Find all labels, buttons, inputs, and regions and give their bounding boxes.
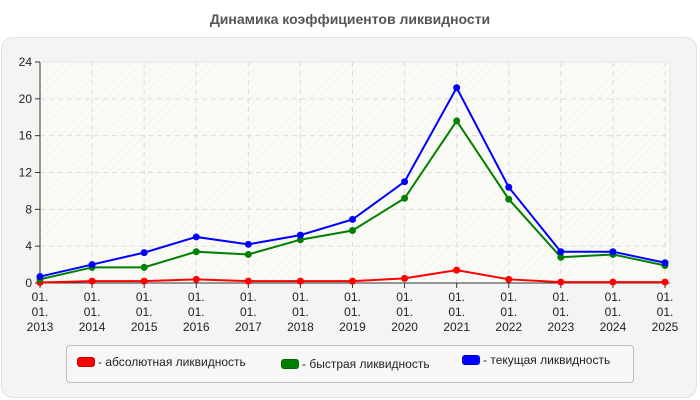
x-tick-label: 01.	[500, 305, 517, 319]
x-tick-label: 2018	[287, 320, 314, 334]
data-point	[349, 227, 356, 235]
data-point	[140, 263, 148, 271]
x-tick-label: 2014	[79, 320, 106, 334]
data-point	[453, 117, 461, 125]
x-tick-label: 2021	[443, 320, 470, 334]
x-tick-label: 01.	[188, 305, 205, 319]
x-tick-label: 01.	[136, 305, 153, 319]
y-tick-label: 12	[19, 166, 33, 180]
data-point	[661, 278, 669, 286]
data-point	[505, 275, 513, 283]
x-tick-label: 2023	[547, 320, 574, 334]
data-point	[453, 266, 461, 274]
data-point	[349, 215, 356, 223]
x-tick-label: 2013	[27, 320, 54, 334]
data-point	[244, 240, 252, 248]
data-point	[296, 231, 304, 239]
x-tick-label: 01.	[32, 290, 49, 304]
y-tick-label: 24	[19, 55, 33, 69]
x-tick-label: 01.	[292, 290, 309, 304]
data-point	[296, 277, 304, 285]
y-tick-label: 8	[25, 202, 32, 216]
data-point	[609, 248, 617, 256]
data-point	[453, 84, 461, 92]
legend-label: - текущая ликвидность	[483, 353, 611, 367]
x-tick-label: 01.	[396, 290, 413, 304]
x-tick-label: 01.	[448, 305, 465, 319]
data-point	[88, 261, 96, 269]
x-tick-label: 2024	[600, 320, 627, 334]
legend-label: - абсолютная ликвидность	[98, 355, 246, 369]
data-point	[192, 248, 200, 256]
x-tick-label: 2019	[339, 320, 366, 334]
data-point	[557, 278, 565, 286]
x-tick-label: 01.	[552, 305, 569, 319]
data-point	[349, 277, 356, 285]
x-tick-label: 01.	[605, 290, 622, 304]
data-point	[505, 183, 513, 191]
legend-item-absolute: - абсолютная ликвидность	[77, 355, 246, 369]
x-tick-label: 2016	[183, 320, 210, 334]
x-tick-label: 2015	[131, 320, 158, 334]
x-tick-label: 01.	[292, 305, 309, 319]
data-point	[36, 273, 44, 281]
data-point	[140, 249, 148, 257]
data-point	[661, 259, 669, 267]
x-tick-label: 01.	[344, 290, 361, 304]
x-tick-label: 01.	[32, 305, 49, 319]
x-tick-label: 2017	[235, 320, 262, 334]
legend-label: - быстрая ликвидность	[302, 357, 430, 371]
data-point	[609, 278, 617, 286]
data-point	[192, 233, 200, 241]
legend: - абсолютная ликвидность - быстрая ликви…	[66, 345, 634, 383]
x-tick-label: 01.	[136, 290, 153, 304]
data-point	[557, 248, 565, 256]
x-tick-label: 2022	[495, 320, 522, 334]
data-point	[401, 178, 409, 186]
data-point	[192, 275, 200, 283]
x-tick-label: 2025	[652, 320, 679, 334]
x-tick-label: 01.	[188, 290, 205, 304]
legend-item-current: - текущая ликвидность	[462, 353, 610, 367]
x-tick-label: 01.	[84, 290, 101, 304]
data-point	[505, 195, 513, 203]
x-tick-label: 01.	[344, 305, 361, 319]
x-tick-label: 01.	[240, 305, 257, 319]
data-point	[88, 277, 96, 285]
x-tick-label: 01.	[448, 290, 465, 304]
x-tick-label: 01.	[552, 290, 569, 304]
data-point	[140, 277, 148, 285]
legend-swatch-green	[281, 359, 299, 369]
y-tick-label: 0	[25, 276, 32, 290]
data-point	[244, 277, 252, 285]
y-tick-label: 16	[19, 129, 33, 143]
x-tick-label: 2020	[391, 320, 418, 334]
x-tick-label: 01.	[500, 290, 517, 304]
data-point	[401, 274, 409, 282]
chart-title: Динамика коэффициентов ликвидности	[209, 11, 491, 27]
x-tick-label: 01.	[84, 305, 101, 319]
x-tick-label: 01.	[240, 290, 257, 304]
data-point	[557, 253, 565, 261]
y-tick-label: 20	[19, 92, 33, 106]
x-tick-label: 01.	[605, 305, 622, 319]
x-tick-label: 01.	[396, 305, 413, 319]
legend-swatch-red	[77, 357, 95, 367]
data-point	[401, 194, 409, 202]
x-tick-label: 01.	[657, 305, 674, 319]
legend-swatch-blue	[462, 355, 480, 365]
y-tick-label: 4	[25, 239, 32, 253]
data-point	[244, 250, 252, 258]
x-tick-label: 01.	[657, 290, 674, 304]
legend-item-quick: - быстрая ликвидность	[281, 357, 430, 371]
